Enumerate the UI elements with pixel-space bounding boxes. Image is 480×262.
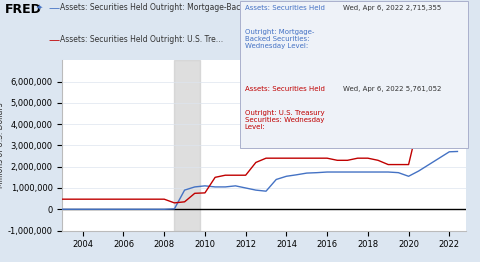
Text: Wed, Apr 6, 2022 5,761,052: Wed, Apr 6, 2022 5,761,052: [343, 86, 442, 92]
Text: Assets: Securities Held Outright: U.S. Tre…: Assets: Securities Held Outright: U.S. T…: [60, 35, 223, 44]
Y-axis label: Millions of U.S. Dollars: Millions of U.S. Dollars: [0, 103, 5, 188]
Text: Assets: Securities Held Outright: Mortgage-Backed Securities: Wednesday Level: Assets: Securities Held Outright: Mortga…: [60, 3, 366, 12]
Text: Assets: Securities Held: Assets: Securities Held: [245, 86, 324, 92]
Text: Assets: Securities Held: Assets: Securities Held: [245, 5, 324, 11]
Text: —: —: [48, 3, 59, 13]
Text: Outright: Mortgage-
Backed Securities:
Wednesday Level:: Outright: Mortgage- Backed Securities: W…: [245, 29, 314, 49]
Text: Outright: U.S. Treasury
Securities: Wednesday
Level:: Outright: U.S. Treasury Securities: Wedn…: [245, 110, 324, 130]
Text: FRED: FRED: [5, 3, 42, 16]
Text: ✦: ✦: [36, 3, 43, 12]
Text: —: —: [48, 35, 59, 45]
Text: Wed, Apr 6, 2022 2,715,355: Wed, Apr 6, 2022 2,715,355: [343, 5, 442, 11]
Bar: [174, 60, 200, 231]
